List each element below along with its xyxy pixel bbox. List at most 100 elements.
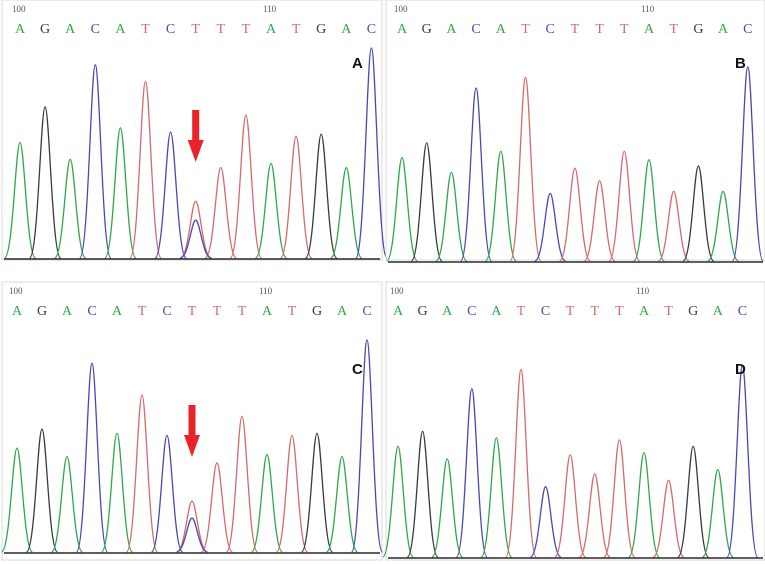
peak-c [154,131,187,259]
peak-a [250,453,284,553]
peak-t [558,167,591,262]
secondary-peak-c [179,219,212,259]
peak-c [534,192,567,262]
ruler-label-110: 110 [636,286,650,296]
base-call-a: A [713,304,724,319]
base-call-c: C [738,304,747,319]
base-call-g: G [312,304,322,319]
peak-a [431,458,464,558]
base-call-t: T [191,22,200,37]
base-call-a: A [718,22,729,37]
peak-a [104,127,137,259]
peak-a [325,455,359,553]
ruler-label-110: 110 [641,4,655,14]
peak-a [54,158,87,259]
base-call-a: A [639,304,650,319]
peak-t [554,454,587,558]
base-call-g: G [688,304,698,319]
panel-border [1,0,383,261]
peak-g [677,445,710,558]
peak-c [75,362,109,553]
base-call-t: T [620,22,629,37]
peak-t [583,180,616,262]
ruler-label-100: 100 [12,4,26,14]
ruler-label-110: 110 [259,286,273,296]
base-call-g: G [693,22,703,37]
base-call-t: T [571,22,580,37]
base-call-g: G [40,22,50,37]
peak-c [150,434,184,553]
peak-a [254,162,288,259]
panel-label: A [352,55,363,72]
base-call-t: T [595,22,604,37]
peak-a [50,455,84,553]
base-call-t: T [521,22,530,37]
base-call-t: T [292,22,301,37]
peak-t [125,394,159,553]
base-call-a: A [397,22,408,37]
base-call-a: A [442,304,453,319]
peak-t [652,479,685,558]
base-call-t: T [141,22,150,37]
base-call-a: A [266,22,277,37]
peak-a [701,469,734,558]
peak-t [505,368,537,558]
peak-c [529,486,562,558]
base-call-a: A [393,304,404,319]
peak-c [731,66,764,262]
peak-a [100,432,134,553]
base-call-c: C [367,22,376,37]
base-call-t: T [242,22,251,37]
base-call-t: T [669,22,678,37]
base-call-g: G [422,22,432,37]
base-call-t: T [217,22,226,37]
base-call-t: T [566,304,575,319]
peak-a [633,159,665,262]
panel-border [385,281,765,561]
peak-t [129,80,162,259]
peak-t [200,462,234,553]
base-call-g: G [316,22,326,37]
base-call-t: T [238,304,247,319]
mutation-arrow-icon [187,110,204,162]
peak-c [455,388,488,558]
peak-g [682,165,715,262]
base-call-t: T [517,304,526,319]
panel-label: B [735,55,746,72]
secondary-peak-c [176,517,208,553]
mutation-arrow-icon [184,405,200,457]
base-call-c: C [162,304,171,319]
panel-label: D [735,361,746,378]
base-call-a: A [112,304,123,319]
peak-t [657,190,690,262]
base-call-a: A [65,22,76,37]
base-call-t: T [664,304,673,319]
base-call-c: C [471,22,480,37]
peak-t [509,76,542,262]
peak-t [204,167,237,259]
peak-a [435,171,468,262]
peak-t [603,439,636,558]
peak-t [275,434,309,553]
base-call-g: G [37,304,47,319]
base-call-c: C [91,22,100,37]
peak-t [225,415,259,553]
peak-c [355,47,388,259]
base-call-c: C [546,22,555,37]
peak-a [628,451,660,558]
peak-g [25,428,59,553]
peak-a [382,445,414,558]
base-call-t: T [188,304,197,319]
base-call-a: A [491,304,502,319]
base-call-t: T [138,304,147,319]
panel-border [385,0,765,261]
panel-label: C [352,361,363,378]
peak-g [300,432,334,553]
ruler-label-100: 100 [9,286,23,296]
base-call-c: C [541,304,550,319]
base-call-a: A [496,22,507,37]
base-call-t: T [615,304,624,319]
